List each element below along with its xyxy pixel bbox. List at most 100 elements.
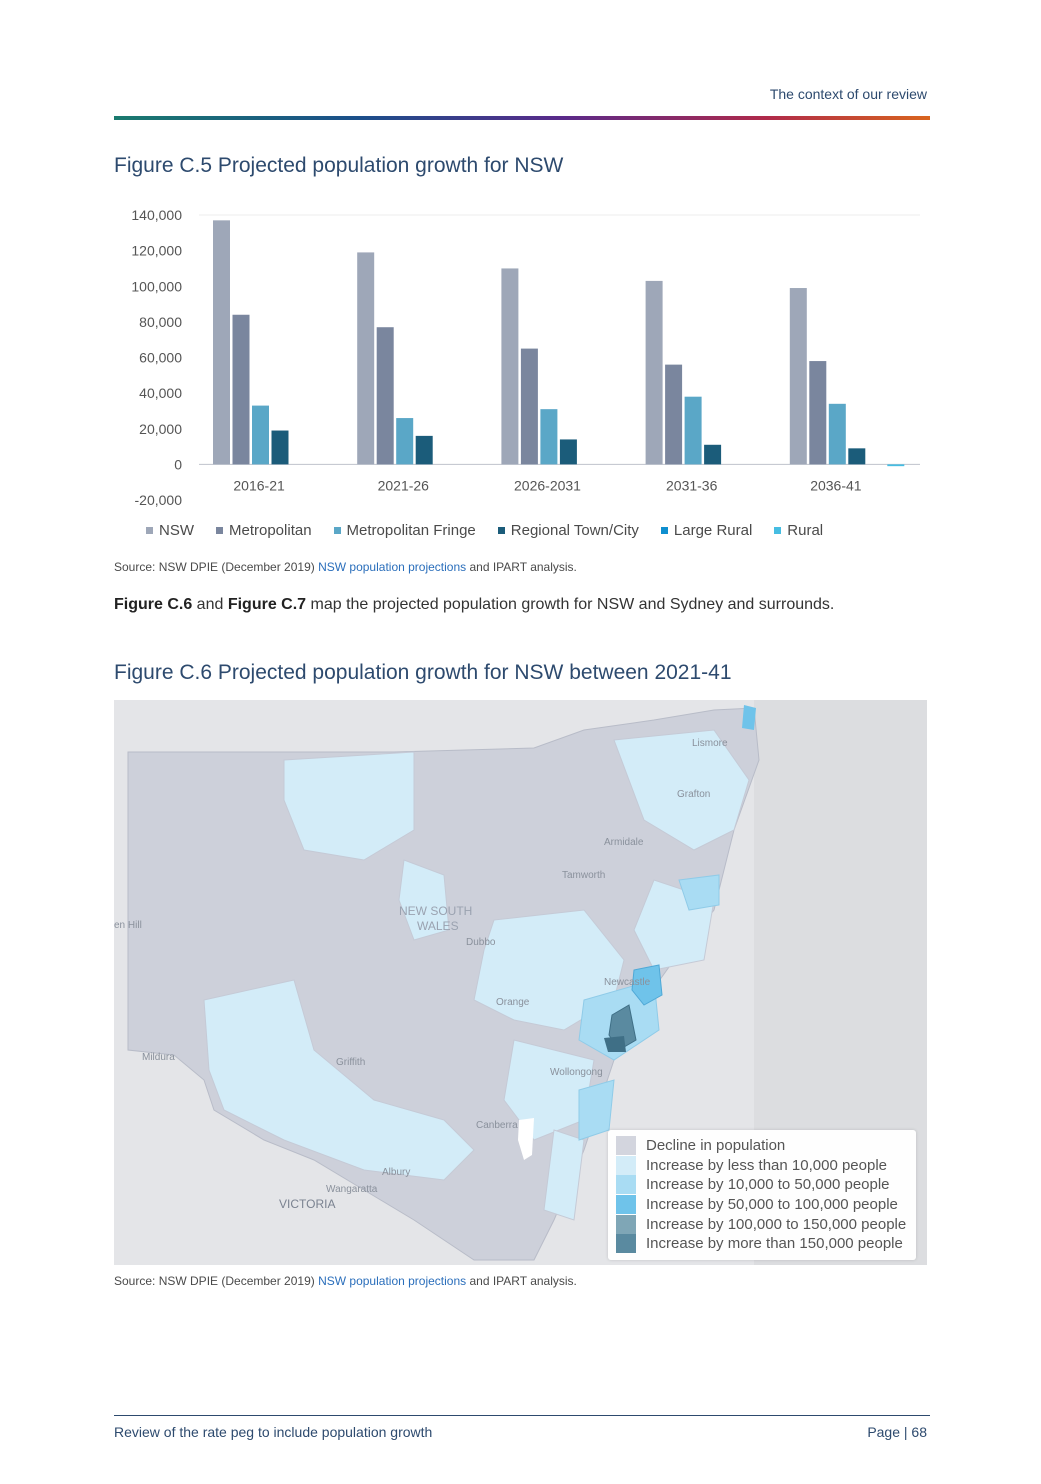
place-label-wollongong: Wollongong — [550, 1067, 603, 1078]
x-tick-label: 2031-36 — [666, 477, 718, 493]
bar-metropolitan-fringe-2026-2031 — [540, 409, 558, 465]
legend-label: NSW — [159, 522, 194, 539]
bar-regional-town-city-2036-41 — [848, 448, 866, 465]
place-label-tamworth: Tamworth — [562, 870, 605, 881]
legend-swatch — [146, 527, 153, 534]
place-label-grafton: Grafton — [677, 789, 710, 800]
bar-nsw-2036-41 — [789, 288, 807, 465]
figure-c7-ref: Figure C.7 — [227, 596, 307, 613]
legend-swatch — [497, 527, 505, 534]
bar-regional-town-city-2026-2031 — [559, 439, 577, 465]
map-legend-label: Increase by less than 10,000 people — [646, 1156, 888, 1174]
bar-metropolitan-fringe-2031-36 — [684, 396, 702, 465]
bar-metropolitan-2016-21 — [232, 314, 250, 465]
legend-swatch — [333, 527, 341, 534]
place-label-lismore: Lismore — [692, 738, 728, 749]
map-legend-item: Increase by 10,000 to 50,000 people — [616, 1175, 908, 1195]
map-legend-item: Increase by more than 150,000 people — [616, 1234, 908, 1254]
place-label-broken-hill: en Hill — [114, 920, 142, 931]
map-legend-item: Increase by 100,000 to 150,000 people — [616, 1214, 908, 1234]
bar-nsw-2026-2031 — [501, 268, 519, 465]
map-legend-label: Decline in population — [646, 1137, 786, 1155]
nsw-map: NEW SOUTH WALES VICTORIA Lismore Grafton A… — [114, 700, 927, 1265]
page-number: Page | 68 — [867, 1424, 927, 1440]
section-title: The context of our review — [769, 86, 927, 102]
bar-metropolitan-fringe-2036-41 — [828, 403, 846, 465]
place-label-canberra: Canberra — [476, 1120, 518, 1131]
place-label-newcastle: Newcastle — [604, 977, 651, 988]
bar-regional-town-city-2031-36 — [704, 444, 722, 465]
place-labels: Lismore Grafton Armidale Tamworth Dubbo Newca… — [114, 738, 728, 1195]
paragraph-text: map the projected population growth for … — [306, 596, 835, 613]
x-tick-label: 2021-26 — [378, 477, 430, 493]
y-tick-label: 0 — [174, 456, 182, 472]
legend-label: Metropolitan — [229, 522, 312, 539]
legend-item: Metropolitan Fringe — [333, 522, 476, 539]
figure-c5-source: Source: NSW DPIE (December 2019) NSW pop… — [114, 560, 577, 574]
region-label-nsw-1: NEW SOUTH — [399, 904, 472, 918]
header-rule — [114, 116, 930, 120]
footer-rule — [114, 1415, 930, 1416]
legend-label: Large Rural — [673, 522, 753, 539]
map-legend-swatch — [616, 1175, 636, 1195]
place-label-orange: Orange — [496, 997, 530, 1008]
body-paragraph: Figure C.6 and Figure C.7 map the projec… — [114, 592, 904, 617]
bar-rural-2036-41 — [887, 464, 905, 467]
legend-item: Regional Town/City — [497, 522, 639, 539]
place-label-armidale: Armidale — [604, 837, 644, 848]
map-legend-label: Increase by 100,000 to 150,000 people — [646, 1215, 907, 1233]
bar-metropolitan-2026-2031 — [520, 348, 538, 465]
legend-item: Large Rural — [660, 522, 753, 539]
y-tick-label: 20,000 — [139, 421, 182, 437]
bar-regional-town-city-2016-21 — [271, 430, 289, 465]
region-label-nsw-2: WALES — [417, 919, 459, 933]
map-canvas: NEW SOUTH WALES VICTORIA Lismore Grafton A… — [114, 700, 927, 1265]
map-legend-swatch — [616, 1195, 636, 1215]
source-link[interactable]: NSW population projections — [318, 1274, 467, 1288]
map-legend-label: Increase by more than 150,000 people — [646, 1235, 903, 1253]
map-legend-swatch — [616, 1234, 636, 1254]
bar-metropolitan-fringe-2016-21 — [252, 405, 269, 465]
x-tick-label: 2036-41 — [810, 477, 862, 493]
bar-nsw-2016-21 — [213, 220, 230, 465]
source-link[interactable]: NSW population projections — [318, 560, 467, 574]
map-legend-item: Decline in population — [616, 1136, 908, 1156]
region-label-victoria: VICTORIA — [279, 1197, 335, 1211]
chart-legend: NSW Metropolitan Metropolitan Fringe Region… — [146, 522, 823, 539]
source-prefix: Source: NSW DPIE (December 2019) — [114, 560, 319, 574]
map-legend-swatch — [616, 1214, 636, 1234]
legend-label: Regional Town/City — [510, 522, 639, 539]
legend-item: Metropolitan — [216, 522, 312, 539]
legend-label: Rural — [787, 522, 824, 539]
y-tick-label: 100,000 — [131, 278, 182, 294]
source-suffix: and IPART analysis. — [466, 1274, 577, 1288]
place-label-griffith: Griffith — [336, 1057, 365, 1068]
y-tick-label: -20,000 — [135, 492, 183, 508]
map-legend-item: Increase by 50,000 to 100,000 people — [616, 1195, 908, 1215]
source-suffix: and IPART analysis. — [466, 560, 577, 574]
y-tick-label: 140,000 — [131, 207, 182, 223]
figure-c6-title: Figure C.6 Projected population growth f… — [114, 661, 732, 684]
bar-regional-town-city-2021-26 — [415, 435, 433, 465]
bar-nsw-2021-26 — [357, 252, 375, 465]
map-legend: Decline in population Increase by less th… — [608, 1130, 916, 1260]
source-prefix: Source: NSW DPIE (December 2019) — [114, 1274, 319, 1288]
legend-swatch — [216, 527, 223, 534]
place-label-mildura: Mildura — [142, 1052, 175, 1063]
legend-item: NSW — [146, 522, 194, 539]
y-tick-label: 40,000 — [139, 385, 182, 401]
y-tick-label: 60,000 — [139, 350, 182, 366]
bar-metropolitan-2021-26 — [376, 327, 394, 465]
figure-c5-title: Figure C.5 Projected population growth f… — [114, 154, 564, 177]
map-legend-label: Increase by 50,000 to 100,000 people — [646, 1196, 898, 1214]
bar-metropolitan-2036-41 — [809, 361, 827, 465]
bar-nsw-2031-36 — [645, 280, 663, 465]
map-legend-swatch — [616, 1155, 636, 1175]
place-label-dubbo: Dubbo — [466, 937, 496, 948]
bar-metropolitan-2031-36 — [665, 364, 683, 465]
x-tick-label: 2016-21 — [233, 477, 285, 493]
population-growth-bar-chart: 140,000 120,000 100,000 80,000 60,000 40,000 2… — [131, 207, 920, 508]
and-text: and — [192, 596, 228, 613]
legend-swatch — [774, 527, 782, 534]
legend-swatch — [660, 527, 668, 534]
